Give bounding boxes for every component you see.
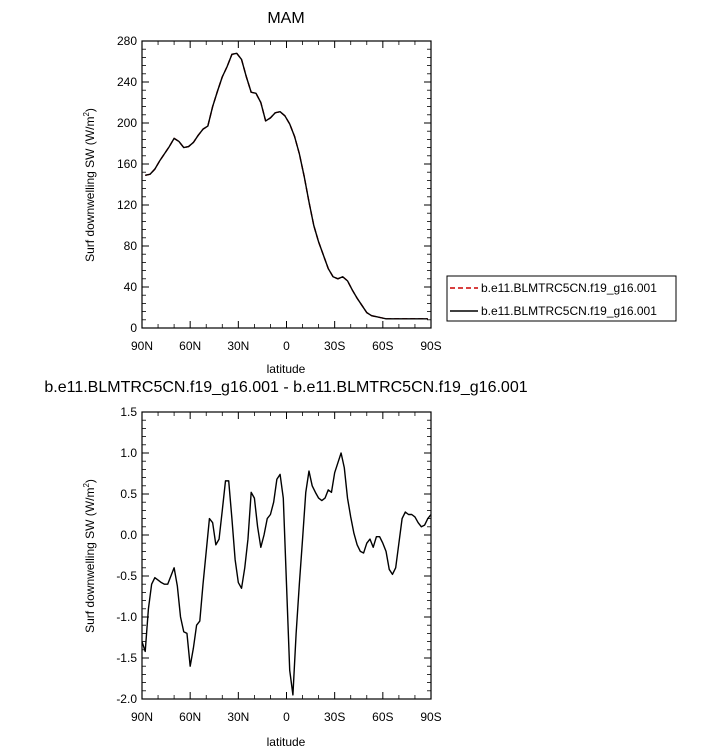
x-tick-label: 90S xyxy=(420,339,441,353)
x-tick-label: 60S xyxy=(372,339,393,353)
tick-marks: 0 40 80 120 160 200 240 280 90N 60N 30N 0 30S 60S 90S xyxy=(117,34,442,353)
y-tick-label: -1.0 xyxy=(116,610,137,624)
series-line-0 xyxy=(141,452,432,696)
y-axis-label-superscript: 2 xyxy=(82,112,91,117)
y-tick-label: -2.0 xyxy=(116,692,137,706)
x-tick-label: 30N xyxy=(227,339,249,353)
x-tick-label: 90S xyxy=(420,710,441,724)
x-tick-label: 30S xyxy=(324,710,345,724)
legend-label: b.e11.BLMTRC5CN.f19_g16.001 xyxy=(481,281,657,295)
y-tick-label: -1.5 xyxy=(116,651,137,665)
legend: b.e11.BLMTRC5CN.f19_g16.001 b.e11.BLMTRC… xyxy=(446,275,677,322)
x-tick-label: 30N xyxy=(227,710,249,724)
y-axis-label-text: Surf downwelling SW (W/m xyxy=(83,117,97,262)
y-tick-label: 200 xyxy=(117,116,137,130)
series-lines xyxy=(145,52,428,320)
y-tick-label: 0.0 xyxy=(120,528,137,542)
top-panel: MAM 0 40 80 120 160 200 240 280 90N 60N 30N 0 30S 60S… xyxy=(82,10,677,376)
y-tick-label: 280 xyxy=(117,34,137,48)
y-tick-label: 0.5 xyxy=(120,487,137,501)
tick-marks: -2.0 -1.5 -1.0 -0.5 0.0 0.5 1.0 1.5 90N 60N 30N 0 30… xyxy=(116,405,441,724)
x-tick-label: 0 xyxy=(283,339,290,353)
y-axis-label: Surf downwelling SW (W/m2) xyxy=(82,479,97,633)
x-tick-label: 90N xyxy=(131,710,153,724)
legend-label: b.e11.BLMTRC5CN.f19_g16.001 xyxy=(481,304,657,318)
x-tick-label: 60S xyxy=(372,710,393,724)
plot-frame xyxy=(141,411,432,700)
chart-title: MAM xyxy=(267,10,304,27)
plot-frame xyxy=(141,40,432,329)
y-tick-label: 1.5 xyxy=(120,405,137,419)
chart-title: b.e11.BLMTRC5CN.f19_g16.001 - b.e11.BLMT… xyxy=(44,379,527,396)
y-axis-label-text: Surf downwelling SW (W/m xyxy=(83,488,97,633)
x-tick-label: 90N xyxy=(131,339,153,353)
series-line-0 xyxy=(145,52,428,320)
series-line-1 xyxy=(145,52,428,320)
y-tick-label: 1.0 xyxy=(120,446,137,460)
bottom-panel: b.e11.BLMTRC5CN.f19_g16.001 - b.e11.BLMT… xyxy=(44,379,527,749)
y-axis-label: Surf downwelling SW (W/m2) xyxy=(82,108,97,262)
y-tick-label: -0.5 xyxy=(116,569,137,583)
x-tick-label: 60N xyxy=(179,710,201,724)
y-tick-label: 120 xyxy=(117,198,137,212)
y-tick-label: 40 xyxy=(124,280,138,294)
y-tick-label: 0 xyxy=(130,321,137,335)
y-axis-label-close: ) xyxy=(83,479,97,483)
x-axis-label: latitude xyxy=(267,735,306,749)
y-tick-label: 80 xyxy=(124,239,138,253)
y-tick-label: 160 xyxy=(117,157,137,171)
x-tick-label: 60N xyxy=(179,339,201,353)
legend-box xyxy=(446,275,677,322)
y-axis-label-close: ) xyxy=(83,108,97,112)
x-axis-label: latitude xyxy=(267,362,306,376)
y-axis-label-superscript: 2 xyxy=(82,483,91,488)
y-tick-label: 240 xyxy=(117,75,137,89)
x-tick-label: 0 xyxy=(283,710,290,724)
x-tick-label: 30S xyxy=(324,339,345,353)
series-lines xyxy=(141,452,432,696)
